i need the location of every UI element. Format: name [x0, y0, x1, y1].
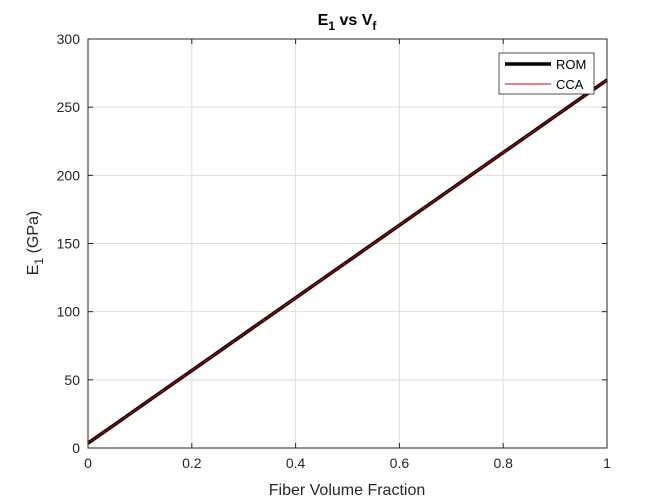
- x-tick-label: 0.6: [390, 455, 410, 471]
- series-line-cca: [87, 79, 608, 444]
- x-tick-label: 0: [84, 455, 92, 471]
- chart-title: E1 vs Vf: [318, 12, 378, 33]
- legend: ROM CCA: [498, 52, 595, 95]
- x-tick-label: 0.2: [182, 455, 202, 471]
- legend-label-cca: CCA: [556, 77, 584, 92]
- x-axis-label: Fiber Volume Fraction: [269, 482, 426, 499]
- ticks: 0 0.2 0.4 0.6 0.8 1 0 50 100 150 200 250 300: [57, 31, 611, 471]
- y-axis-label: E1 (GPa): [25, 211, 46, 275]
- x-tick-label: 1: [603, 455, 611, 471]
- y-tick-label: 150: [57, 236, 81, 252]
- legend-label-rom: ROM: [556, 57, 586, 72]
- x-tick-label: 0.4: [286, 455, 306, 471]
- y-tick-label: 0: [72, 440, 80, 456]
- y-tick-label: 300: [57, 31, 81, 47]
- y-tick-label: 200: [57, 167, 81, 183]
- legend-box: [498, 52, 595, 95]
- x-tick-label: 0.8: [493, 455, 513, 471]
- y-tick-label: 100: [57, 304, 81, 320]
- y-tick-label: 250: [57, 99, 81, 115]
- series-layer: [86, 78, 609, 445]
- y-tick-label: 50: [64, 372, 80, 388]
